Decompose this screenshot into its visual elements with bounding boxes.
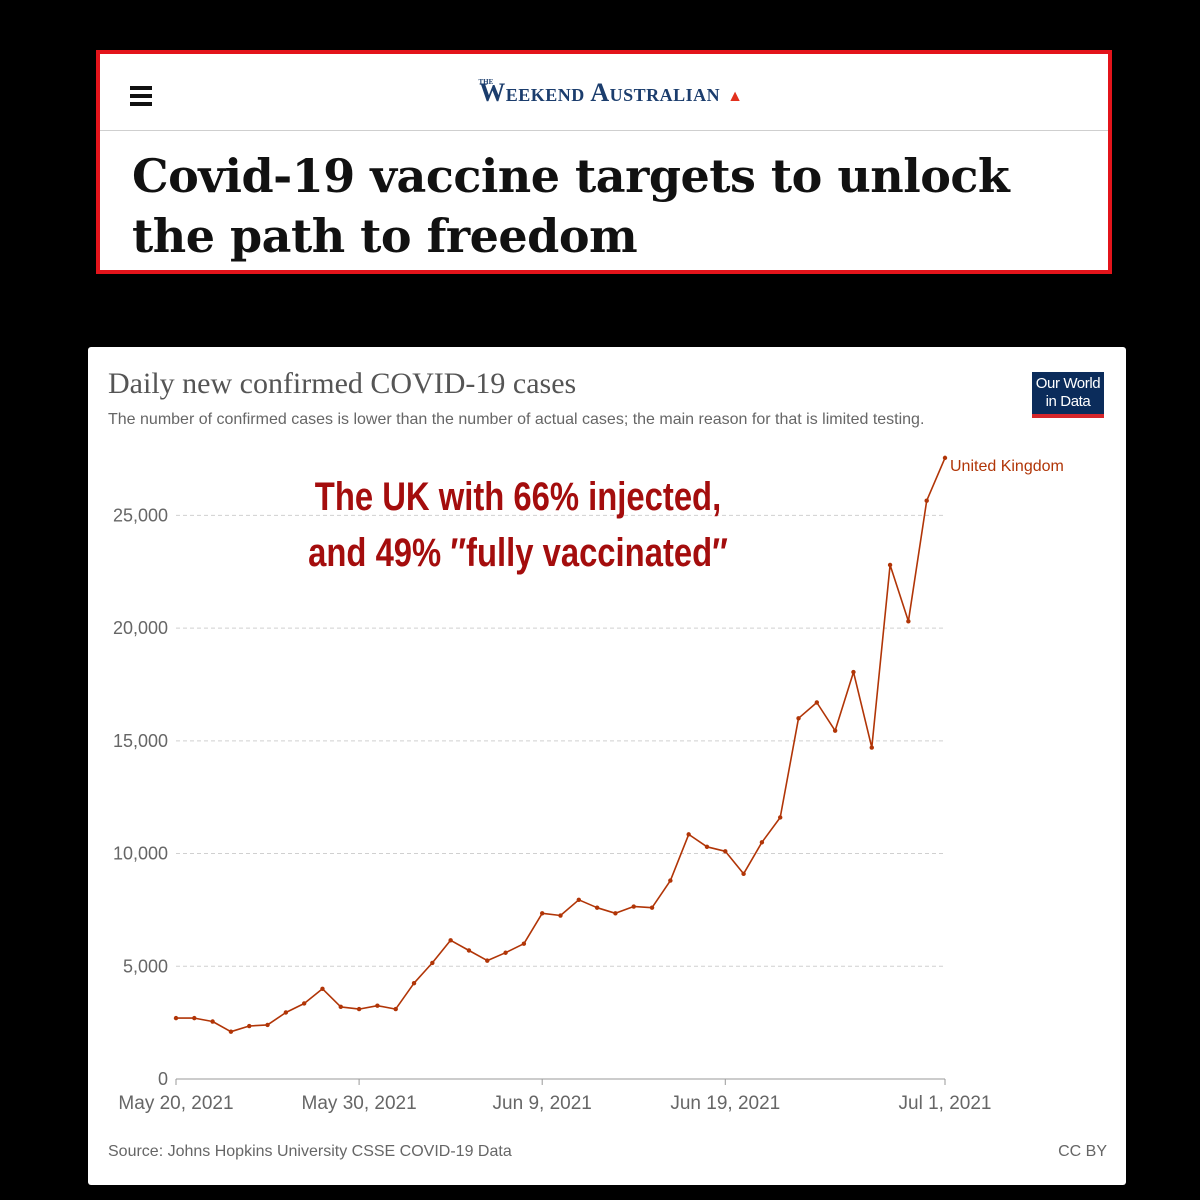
- data-point: [832, 728, 838, 733]
- data-point: [393, 1006, 398, 1012]
- chart-title: Daily new confirmed COVID-19 cases: [108, 367, 577, 400]
- data-point: [851, 669, 856, 675]
- license-label[interactable]: CC BY: [1058, 1143, 1107, 1160]
- masthead-name: Weekend Australian: [479, 78, 721, 107]
- y-tick-label: 10,000: [113, 844, 168, 864]
- data-point: [631, 904, 636, 909]
- data-point: [539, 911, 545, 916]
- annotation-line-2: and 49% ″fully vaccinated″: [308, 531, 728, 575]
- data-point: [723, 849, 728, 854]
- chart-annotation: The UK with 66% injected, and 49% ″fully…: [297, 469, 740, 581]
- data-point: [448, 938, 453, 943]
- data-point: [338, 1004, 343, 1010]
- data-point: [228, 1029, 234, 1034]
- masthead-the: THE: [478, 78, 494, 86]
- y-tick-label: 0: [158, 1069, 168, 1089]
- data-point: [924, 498, 929, 503]
- data-point: [778, 815, 783, 820]
- data-point: [265, 1022, 270, 1028]
- masthead-logo[interactable]: THEWeekend Australian ▲: [100, 78, 1108, 108]
- data-point: [887, 562, 893, 568]
- data-point: [814, 700, 820, 705]
- data-point: [210, 1019, 215, 1024]
- x-tick-label: May 30, 2021: [302, 1093, 417, 1114]
- data-point: [283, 1010, 289, 1015]
- data-point: [485, 958, 490, 963]
- chart-plot: 0 5,000 10,000 15,000 20,000 25,000 May 20, 20…: [113, 455, 1064, 1114]
- data-point: [906, 619, 911, 624]
- data-point: [704, 844, 710, 849]
- data-point: [576, 897, 582, 902]
- data-point: [503, 950, 508, 955]
- y-tick-label: 5,000: [123, 956, 168, 976]
- x-tick-label: May 20, 2021: [118, 1093, 233, 1114]
- data-point: [594, 905, 600, 910]
- data-point: [356, 1006, 362, 1012]
- data-point: [741, 871, 746, 877]
- chart-card: 0 5,000 10,000 15,000 20,000 25,000 May 20, 20…: [88, 347, 1126, 1185]
- data-point: [430, 960, 435, 966]
- chart-subtitle: The number of confirmed cases is lower t…: [108, 411, 925, 428]
- data-point: [558, 913, 563, 918]
- owid-logo-line1: Our World: [1035, 375, 1101, 392]
- data-point: [247, 1023, 252, 1029]
- data-point: [796, 716, 801, 721]
- australia-map-icon: ▲: [727, 88, 744, 105]
- data-point: [613, 911, 618, 916]
- data-point: [375, 1003, 380, 1008]
- header-divider: [100, 130, 1108, 131]
- x-tick-label: Jun 9, 2021: [493, 1093, 592, 1114]
- article-headline[interactable]: Covid-19 vaccine targets to unlock the p…: [132, 149, 1010, 263]
- x-tick-label: Jul 1, 2021: [899, 1093, 992, 1114]
- owid-logo[interactable]: Our World in Data: [1032, 372, 1104, 418]
- source-note[interactable]: Source: Johns Hopkins University CSSE CO…: [108, 1143, 512, 1160]
- data-point: [173, 1015, 179, 1021]
- data-point: [668, 878, 673, 883]
- x-tick-label: Jun 19, 2021: [670, 1093, 780, 1114]
- data-point: [869, 745, 874, 750]
- data-point: [521, 941, 527, 946]
- menu-icon[interactable]: [130, 86, 152, 106]
- data-point: [759, 840, 765, 845]
- data-point: [192, 1015, 197, 1021]
- data-point: [686, 832, 691, 837]
- data-point: [649, 905, 655, 910]
- annotation-line-1: The UK with 66% injected,: [314, 475, 722, 519]
- data-point: [301, 1001, 307, 1006]
- headline-card: THEWeekend Australian ▲ Covid-19 vaccine…: [96, 50, 1112, 274]
- owid-logo-line2: in Data: [1045, 393, 1091, 410]
- y-tick-label: 20,000: [113, 618, 168, 638]
- data-point: [942, 455, 948, 461]
- data-point: [320, 986, 325, 992]
- data-point: [466, 948, 472, 953]
- y-tick-label: 15,000: [113, 731, 168, 751]
- data-point: [411, 980, 417, 986]
- series-label-united-kingdom: United Kingdom: [950, 458, 1064, 475]
- y-tick-label: 25,000: [113, 505, 168, 525]
